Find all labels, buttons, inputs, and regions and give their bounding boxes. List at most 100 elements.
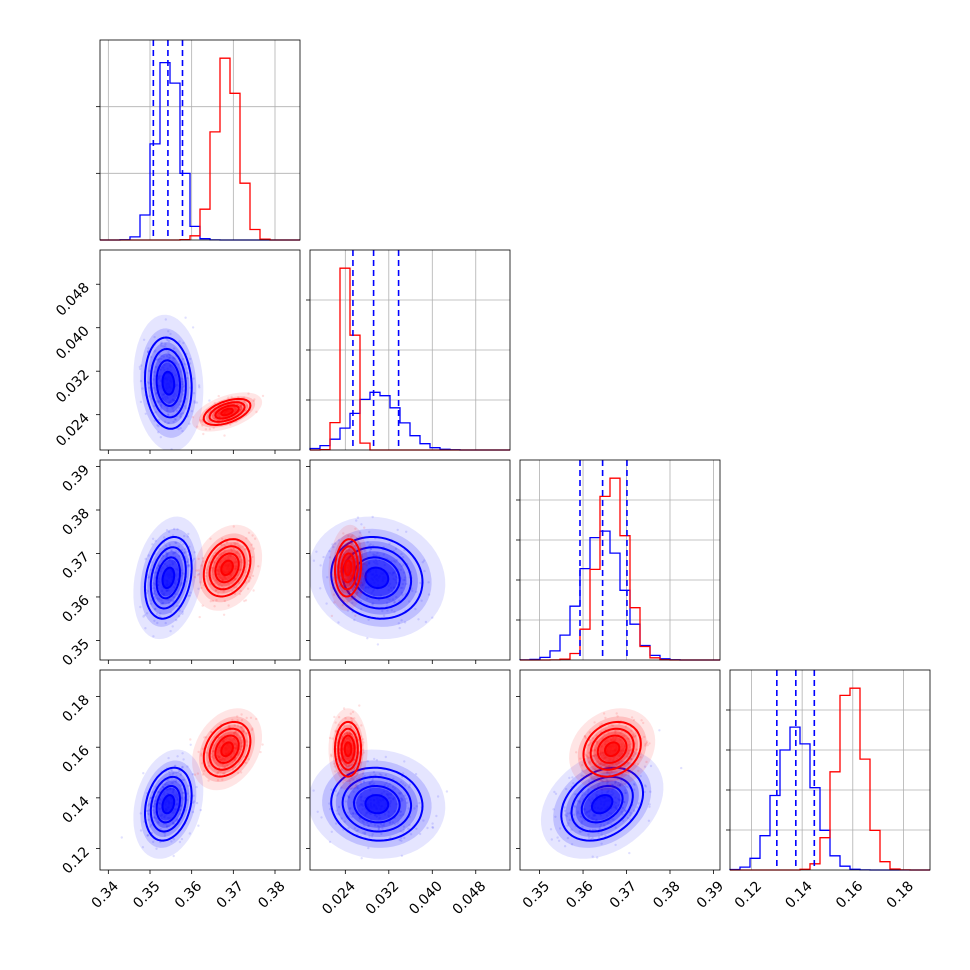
sample-point [179,773,182,777]
sample-point [156,820,160,824]
sample-point [348,782,352,785]
sample-point [166,816,169,820]
sample-point [241,725,244,729]
sample-point [198,419,202,422]
sample-point [171,359,175,362]
sample-point [361,572,365,575]
sample-point [337,805,341,809]
sample-point [236,731,240,734]
sample-point [400,552,403,556]
sample-point [584,812,587,815]
sample-point [360,799,363,803]
sample-point [156,597,159,600]
sample-point [353,758,356,762]
sample-point [187,565,191,568]
sample-point [249,577,252,580]
sample-point [176,528,179,531]
sample-point [211,570,214,573]
sample-point [167,413,170,417]
sample-point [156,566,159,570]
sample-point [611,758,614,762]
sample-point [156,424,159,427]
sample-point [614,732,617,735]
sample-point [219,552,223,556]
sample-point [233,577,236,581]
sample-point [191,773,195,776]
panel-content [540,708,683,859]
sample-point [602,751,605,755]
sample-point [255,717,258,721]
sample-point [233,406,236,409]
sample-point [207,779,210,782]
sample-point [565,814,568,818]
sample-point [608,766,611,769]
sample-point [153,335,156,339]
sample-point [400,564,404,568]
sample-point [349,732,352,736]
sample-point [172,811,175,815]
sample-point [252,589,255,592]
y-tick-label: 0.12 [59,844,92,877]
sample-point [361,738,365,741]
sample-point [623,800,626,804]
sample-point [404,784,407,787]
sample-point [402,571,406,574]
sample-point [593,748,597,752]
sample-point [420,599,423,602]
sample-point [149,602,153,605]
sample-point [152,592,155,595]
sample-point [611,763,614,766]
sample-point [363,562,366,566]
sample-point [244,571,247,574]
sample-point [165,552,168,555]
sample-point [367,846,370,850]
sample-point [154,608,157,611]
sample-point [239,568,243,571]
sample-point [187,784,190,787]
sample-point [346,732,349,735]
sample-point [157,821,160,825]
sample-point [174,583,178,586]
contour-series-1 [220,741,234,758]
sample-point [380,773,383,777]
sample-point [239,742,242,745]
sample-point [346,757,349,760]
sample-point [183,551,186,555]
sample-point [345,543,349,546]
sample-point [174,550,178,553]
sample-point [601,780,604,783]
sample-point [368,561,371,564]
sample-point [584,736,587,740]
x-tick-label: 0.048 [450,878,490,918]
sample-point [335,809,338,812]
sample-point [587,798,590,801]
sample-point [359,795,362,799]
sample-point [168,356,172,359]
sample-point [601,751,605,754]
sample-point [606,821,610,825]
sample-point [151,805,154,808]
sample-point [608,765,612,768]
sample-point [138,365,141,369]
sample-point [366,540,369,544]
sample-point [171,791,174,794]
sample-point [400,799,403,803]
sample-point [396,528,399,532]
sample-point [217,412,220,415]
sample-point [399,586,403,590]
y-tick-label: 0.39 [59,462,92,495]
sample-point [166,409,169,412]
sample-point [152,840,155,844]
sample-point [171,407,174,410]
sample-point [361,583,365,586]
sample-point [167,530,171,533]
sample-point [164,551,168,554]
sample-point [627,774,630,777]
sample-point [599,762,603,765]
sample-point [600,833,603,836]
sample-point [609,738,613,741]
sample-point [604,756,607,759]
sample-point [372,602,375,605]
sample-point [359,817,362,820]
sample-point [223,765,227,768]
